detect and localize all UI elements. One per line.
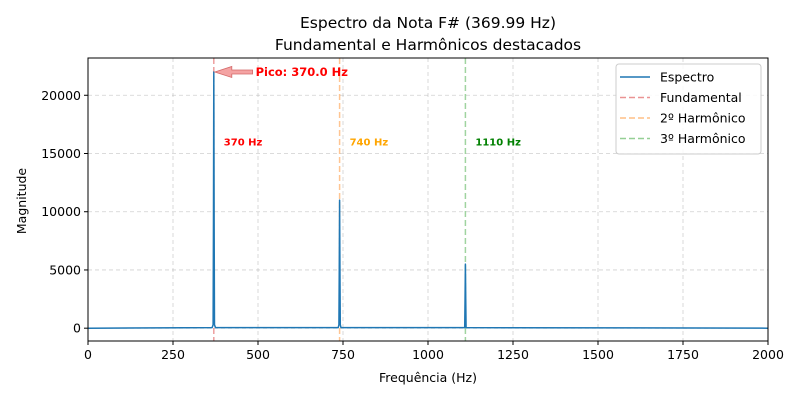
x-tick-label: 2000 xyxy=(752,347,784,362)
legend-entry-label: 2º Harmônico xyxy=(660,111,746,126)
legend-entry-label: Espectro xyxy=(660,70,714,85)
legend-entry-label: Fundamental xyxy=(660,90,742,105)
chart-title: Espectro da Nota F# (369.99 Hz) xyxy=(300,14,556,32)
x-tick-label: 500 xyxy=(246,347,270,362)
y-tick-label: 20000 xyxy=(41,88,81,103)
peak-annotation-label: Pico: 370.0 Hz xyxy=(256,65,349,79)
x-tick-label: 1750 xyxy=(667,347,699,362)
harmonic-label: 370 Hz xyxy=(224,137,263,148)
harmonic-label: 740 Hz xyxy=(350,137,389,148)
x-tick-label: 1500 xyxy=(582,347,614,362)
legend-entry-label: 3º Harmônico xyxy=(660,131,746,146)
y-axis-ticks: 0 5000 10000 15000 20000 xyxy=(41,88,88,336)
x-tick-label: 1000 xyxy=(412,347,444,362)
x-tick-label: 1250 xyxy=(497,347,529,362)
x-tick-label: 0 xyxy=(84,347,92,362)
y-tick-label: 0 xyxy=(73,321,81,336)
x-tick-label: 250 xyxy=(161,347,185,362)
harmonic-label: 1110 Hz xyxy=(475,137,521,148)
x-tick-label: 750 xyxy=(331,347,355,362)
y-axis-label: Magnitude xyxy=(14,168,29,235)
chart-subtitle: Fundamental e Harmônicos destacados xyxy=(275,36,581,54)
series-lines xyxy=(87,71,769,329)
y-tick-label: 5000 xyxy=(49,262,81,277)
legend-box xyxy=(615,63,762,155)
peak-annotation: Pico: 370.0 Hz xyxy=(213,65,349,79)
legend: Espectro Fundamental 2º Harmônico 3º Harmôn… xyxy=(615,63,762,155)
y-tick-label: 10000 xyxy=(41,204,81,219)
series-line-espectro xyxy=(87,71,769,329)
x-axis-ticks: 0 250 500 750 1000 1250 1500 1750 2000 xyxy=(84,341,784,362)
annotation-arrow xyxy=(213,65,254,79)
y-tick-label: 15000 xyxy=(41,146,81,161)
harmonic-labels: 370 Hz 740 Hz 1110 Hz xyxy=(224,137,521,148)
x-axis-label: Frequência (Hz) xyxy=(379,370,477,385)
